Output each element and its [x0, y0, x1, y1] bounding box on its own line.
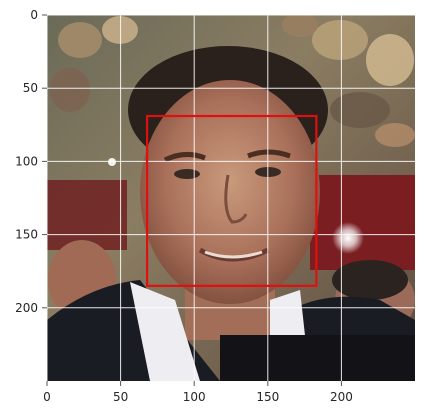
- x-tick-label: 200: [330, 390, 353, 404]
- grid-lines: [46, 14, 415, 381]
- y-tick-label: 150: [15, 228, 38, 242]
- face-photo: [47, 15, 415, 381]
- x-tick-label: 0: [43, 390, 51, 404]
- y-tick-label: 0: [30, 8, 38, 22]
- y-axis: 0 50 100 150 200: [15, 8, 47, 315]
- face-bounding-box: [145, 114, 318, 287]
- y-tick-label: 200: [15, 301, 38, 315]
- y-tick-label: 50: [23, 81, 38, 95]
- x-tick-label: 50: [113, 390, 128, 404]
- x-axis: 0 50 100 150 200: [43, 381, 353, 404]
- x-tick-label: 100: [183, 390, 206, 404]
- y-tick-label: 100: [15, 154, 38, 168]
- x-tick-label: 150: [256, 390, 279, 404]
